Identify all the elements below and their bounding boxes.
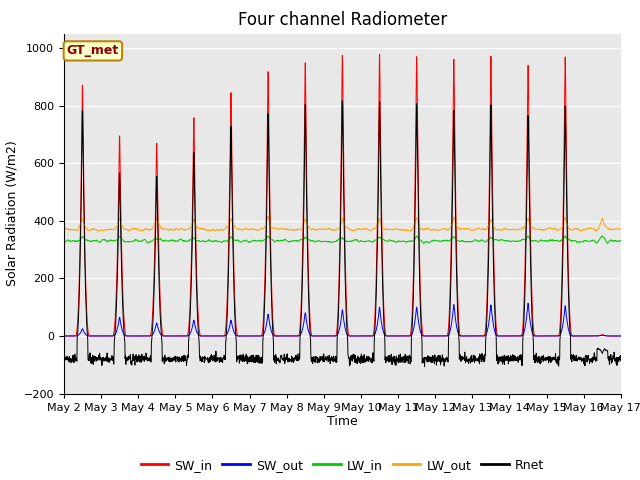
Rnet <box>359 360 367 366</box>
Line: LW_in: LW_in <box>64 236 621 243</box>
SW_in <box>216 333 223 339</box>
LW_out <box>264 213 272 219</box>
SW_in <box>504 333 512 339</box>
Rnet <box>584 358 591 364</box>
LW_out <box>359 226 367 232</box>
LW_out <box>584 226 591 231</box>
SW_out <box>568 333 575 339</box>
SW_out <box>584 333 591 339</box>
LW_out <box>568 227 576 233</box>
Rnet <box>60 354 68 360</box>
LW_in <box>358 239 366 244</box>
Legend: SW_in, SW_out, LW_in, LW_out, Rnet: SW_in, SW_out, LW_in, LW_out, Rnet <box>136 454 549 477</box>
SW_out <box>504 333 512 339</box>
X-axis label: Time: Time <box>327 415 358 429</box>
SW_out <box>617 333 625 339</box>
Line: SW_out: SW_out <box>64 303 621 336</box>
SW_in <box>376 52 383 58</box>
Rnet <box>617 358 625 364</box>
SW_in <box>358 333 366 339</box>
LW_out <box>505 227 513 232</box>
SW_in <box>584 333 591 339</box>
SW_out <box>216 333 223 339</box>
LW_in <box>617 238 625 243</box>
Text: GT_met: GT_met <box>67 44 119 58</box>
LW_in <box>371 238 378 244</box>
Rnet <box>505 355 513 361</box>
LW_in <box>584 239 591 244</box>
LW_in <box>604 240 611 246</box>
Rnet <box>371 329 379 335</box>
LW_in <box>568 239 575 244</box>
Rnet <box>216 359 223 365</box>
Title: Four channel Radiometer: Four channel Radiometer <box>238 11 447 29</box>
LW_out <box>617 226 625 232</box>
SW_out <box>60 333 68 339</box>
SW_in <box>371 321 378 326</box>
LW_out <box>216 228 223 233</box>
LW_in <box>60 239 68 245</box>
LW_in <box>216 239 223 244</box>
LW_in <box>504 238 512 244</box>
Line: SW_in: SW_in <box>64 55 621 336</box>
SW_out <box>371 332 378 337</box>
LW_out <box>95 228 103 234</box>
Y-axis label: Solar Radiation (W/m2): Solar Radiation (W/m2) <box>5 141 18 287</box>
LW_out <box>371 226 379 231</box>
Line: Rnet: Rnet <box>64 101 621 367</box>
Rnet <box>568 353 576 359</box>
SW_in <box>568 333 575 338</box>
SW_in <box>617 333 625 339</box>
LW_in <box>413 233 420 239</box>
Rnet <box>420 364 428 370</box>
Rnet <box>339 98 346 104</box>
LW_out <box>60 227 68 232</box>
SW_out <box>524 300 532 306</box>
SW_out <box>358 333 366 339</box>
Line: LW_out: LW_out <box>64 216 621 231</box>
SW_in <box>60 333 68 339</box>
